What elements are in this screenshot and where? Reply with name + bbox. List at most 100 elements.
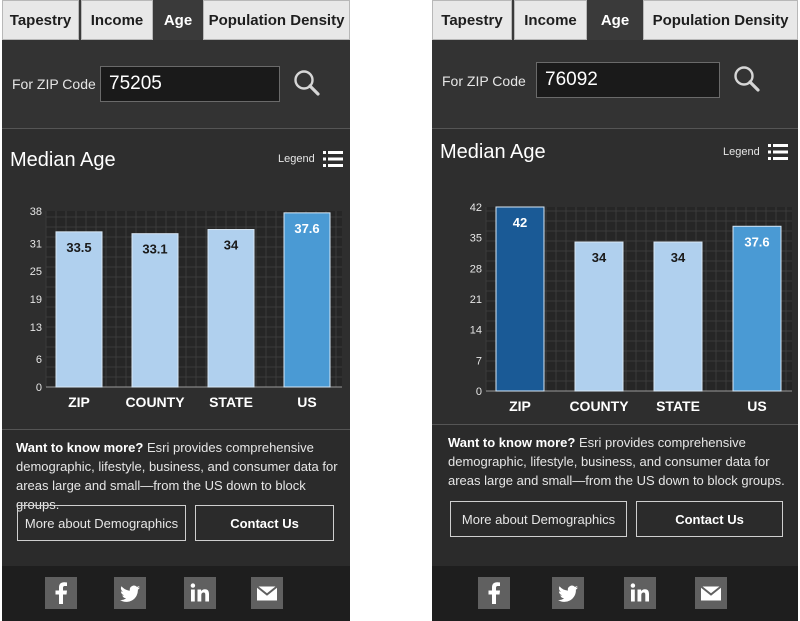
email-link[interactable] [251, 577, 283, 609]
bar-value-label: 33.1 [142, 242, 167, 257]
tab-income[interactable]: Income [81, 0, 153, 40]
y-tick-label: 13 [30, 322, 42, 334]
tab-age[interactable]: Age [155, 0, 201, 40]
linkedin-icon [190, 583, 209, 602]
y-tick-label: 0 [36, 382, 42, 394]
chart-section: Median Age Legend 0 7 14 21 28 35 42 42 ZIP 34 COU… [432, 129, 798, 424]
y-tick-label: 6 [36, 354, 42, 366]
y-tick-label: 31 [30, 238, 42, 250]
x-category-label: COUNTY [125, 394, 185, 410]
info-text: Want to know more? Esri provides compreh… [16, 438, 342, 514]
info-text: Want to know more? Esri provides compreh… [448, 433, 790, 490]
linkedin-link[interactable] [624, 577, 656, 609]
bar-value-label: 34 [671, 250, 686, 265]
x-category-label: US [747, 398, 766, 414]
chart-section: Median Age Legend 0 6 13 19 25 31 38 33.5 ZIP 33.… [2, 129, 350, 429]
info-lead: Want to know more? [16, 440, 144, 455]
bar [131, 233, 179, 388]
chart-title: Median Age [10, 149, 116, 171]
bar [653, 241, 703, 392]
y-tick-label: 14 [470, 325, 482, 337]
x-category-label: STATE [656, 398, 700, 414]
y-tick-label: 38 [30, 206, 42, 218]
legend-list-icon [767, 144, 788, 160]
median-age-bar-chart: 0 7 14 21 28 35 42 42 ZIP 34 COUNTY 34 STATE 37.6 US [470, 202, 792, 414]
bar [574, 241, 624, 392]
info-lead: Want to know more? [448, 435, 576, 450]
legend-label: Legend [723, 146, 760, 158]
social-footer [2, 566, 350, 621]
zip-input[interactable] [100, 66, 280, 102]
zip-label: For ZIP Code [12, 76, 96, 92]
facebook-link[interactable] [478, 577, 510, 609]
tab-tapestry[interactable]: Tapestry [432, 0, 512, 40]
y-tick-label: 0 [476, 386, 482, 398]
search-icon [734, 66, 760, 92]
info-body: Esri provides comprehensive demographic,… [448, 435, 785, 488]
legend-button[interactable]: Legend [278, 150, 343, 168]
legend-button[interactable]: Legend [723, 143, 788, 161]
bar [495, 206, 545, 392]
search-button[interactable] [290, 66, 324, 100]
y-tick-label: 28 [470, 263, 482, 275]
facebook-icon [55, 582, 67, 604]
y-tick-label: 25 [30, 266, 42, 278]
twitter-icon [558, 585, 578, 602]
info-section: Want to know more? Esri provides compreh… [432, 424, 798, 567]
bar-value-label: 42 [513, 215, 527, 230]
tab-population-density[interactable]: Population Density [203, 0, 350, 40]
y-tick-label: 35 [470, 233, 482, 245]
twitter-link[interactable] [114, 577, 146, 609]
contact-us-button[interactable]: Contact Us [195, 505, 334, 541]
linkedin-link[interactable] [184, 577, 216, 609]
age-widget-panel-1: Tapestry Income Age Population Density F… [2, 0, 350, 621]
x-category-label: STATE [209, 394, 253, 410]
y-tick-label: 21 [470, 294, 482, 306]
x-category-label: ZIP [68, 394, 90, 410]
x-category-label: COUNTY [569, 398, 629, 414]
x-category-label: ZIP [509, 398, 531, 414]
twitter-link[interactable] [552, 577, 584, 609]
facebook-icon [488, 582, 500, 604]
zip-label: For ZIP Code [442, 73, 526, 89]
chart-title: Median Age [440, 141, 546, 163]
tab-tapestry[interactable]: Tapestry [2, 0, 79, 40]
y-tick-label: 7 [476, 355, 482, 367]
age-widget-panel-2: Tapestry Income Age Population Density F… [432, 0, 798, 621]
bar-value-label: 34 [224, 238, 239, 253]
mail-icon [256, 585, 278, 601]
tab-age[interactable]: Age [589, 0, 641, 40]
twitter-icon [120, 585, 140, 602]
search-button[interactable] [730, 62, 764, 96]
more-about-demographics-button[interactable]: More about Demographics [17, 505, 186, 541]
tab-bar: Tapestry Income Age Population Density [2, 0, 350, 40]
mail-icon [700, 585, 722, 601]
social-footer [432, 566, 798, 621]
legend-list-icon [322, 151, 343, 167]
bar-value-label: 37.6 [744, 234, 769, 249]
bar-value-label: 37.6 [294, 221, 319, 236]
y-tick-label: 42 [470, 202, 482, 214]
zip-search-row: For ZIP Code [432, 40, 798, 129]
bar [732, 225, 782, 392]
bar [207, 229, 255, 388]
bar-value-label: 34 [592, 250, 607, 265]
legend-label: Legend [278, 153, 315, 165]
tab-population-density[interactable]: Population Density [643, 0, 798, 40]
tab-bar: Tapestry Income Age Population Density [432, 0, 798, 40]
facebook-link[interactable] [45, 577, 77, 609]
zip-search-row: For ZIP Code [2, 40, 350, 129]
bar [55, 231, 103, 388]
zip-input[interactable] [536, 62, 720, 98]
info-section: Want to know more? Esri provides compreh… [2, 429, 350, 567]
median-age-bar-chart: 0 6 13 19 25 31 38 33.5 ZIP 33.1 COUNTY 34 STATE 37.6… [30, 206, 342, 410]
y-tick-label: 19 [30, 294, 42, 306]
more-about-demographics-button[interactable]: More about Demographics [450, 501, 627, 537]
bar [283, 212, 331, 388]
tab-income[interactable]: Income [514, 0, 587, 40]
bar-value-label: 33.5 [66, 240, 91, 255]
x-category-label: US [297, 394, 316, 410]
contact-us-button[interactable]: Contact Us [636, 501, 783, 537]
email-link[interactable] [695, 577, 727, 609]
info-body: Esri provides comprehensive demographic,… [16, 440, 338, 512]
